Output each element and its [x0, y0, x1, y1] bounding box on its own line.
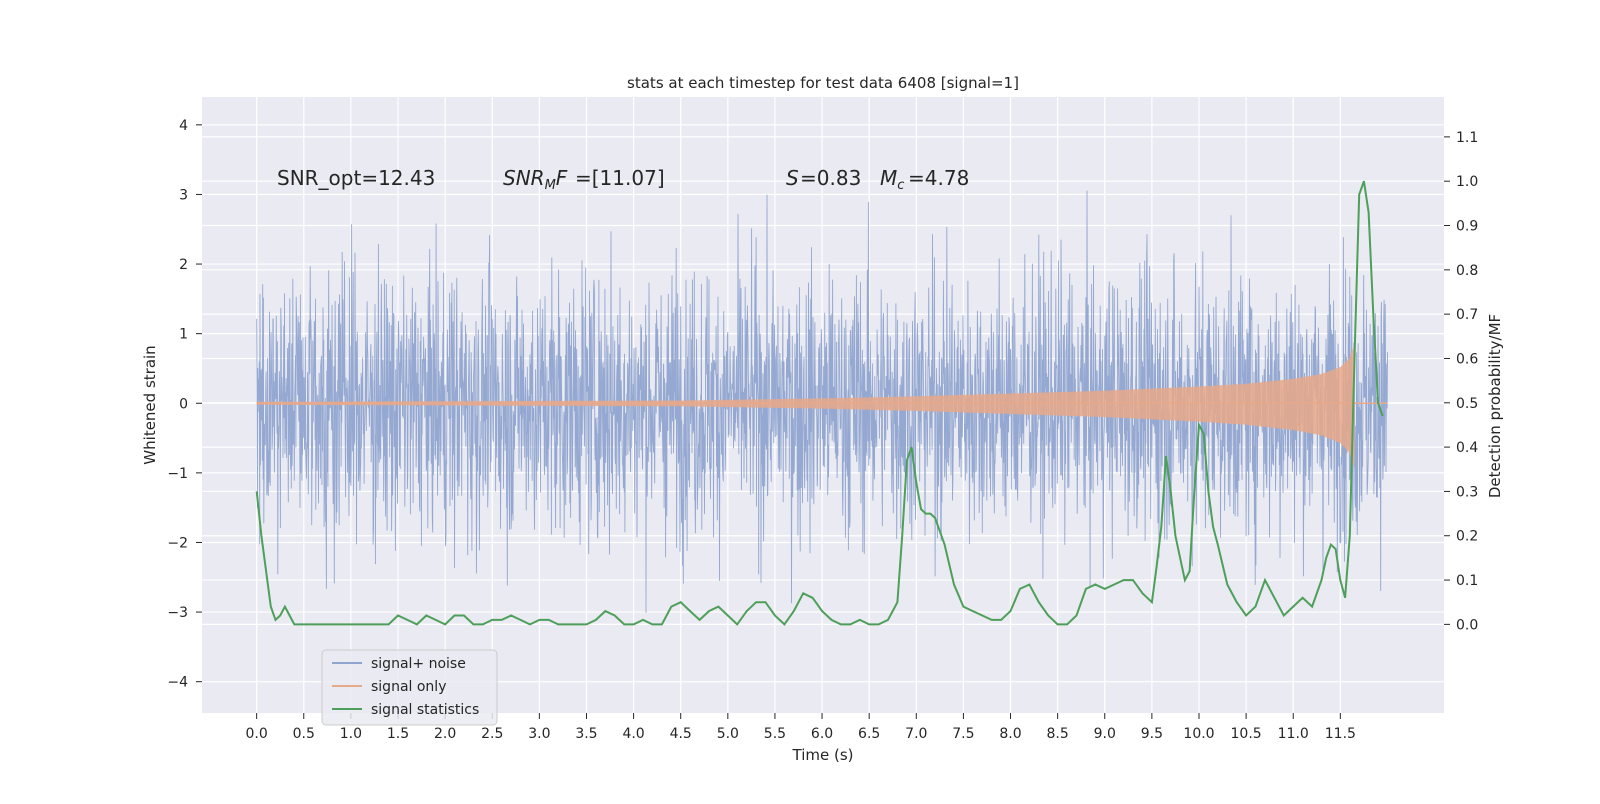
signal-envelope [256, 344, 1355, 469]
x-tick-label: 8.5 [1047, 726, 1069, 742]
legend-label-noise: signal+ noise [371, 656, 466, 672]
right-axis-label: Detection probability/MF [1486, 314, 1504, 498]
left-axis-ticks: −4 −3 −2 −1 0 1 2 3 4 [167, 118, 202, 691]
annotation-snr-mf-symbol: SNRMF [503, 166, 568, 193]
legend-box [321, 649, 498, 726]
annotation-snr-mf: =[11.07] [575, 166, 665, 190]
y-right-tick-label: 0.6 [1456, 351, 1478, 367]
annotation-snr-opt: SNR_opt=12.43 [277, 166, 435, 190]
y-right-tick-label: 0.0 [1456, 617, 1478, 633]
annotation-mc: =4.78 [908, 166, 969, 190]
annotation-s: =0.83 [800, 166, 861, 190]
y-left-tick-label: −1 [167, 466, 188, 482]
x-tick-label: 4.5 [670, 726, 692, 742]
x-tick-label: 5.5 [764, 726, 786, 742]
legend: signal+ noise signal only signal statist… [321, 649, 498, 726]
x-tick-label: 8.0 [999, 726, 1021, 742]
x-tick-label: 0.5 [293, 726, 315, 742]
y-left-tick-label: −3 [167, 605, 188, 621]
x-tick-label: 1.0 [340, 726, 362, 742]
y-left-tick-label: 4 [179, 118, 188, 134]
x-tick-label: 9.5 [1141, 726, 1163, 742]
y-left-tick-label: 1 [179, 327, 188, 343]
y-right-tick-label: 0.1 [1456, 573, 1478, 589]
x-tick-label: 5.0 [717, 726, 739, 742]
x-tick-label: 10.0 [1183, 726, 1214, 742]
x-tick-label: 6.5 [858, 726, 880, 742]
signal-only-series [256, 344, 1388, 469]
x-tick-label: 4.0 [622, 726, 644, 742]
x-tick-label: 10.5 [1231, 726, 1262, 742]
annotation-s-symbol: S [786, 166, 799, 190]
x-tick-label: 9.0 [1094, 726, 1116, 742]
x-tick-label: 7.5 [952, 726, 974, 742]
y-right-tick-label: 0.9 [1456, 219, 1478, 235]
y-right-tick-label: 0.4 [1456, 440, 1478, 456]
x-axis-label: Time (s) [792, 746, 854, 764]
legend-label-stats: signal statistics [371, 702, 479, 718]
right-axis-ticks: 0.0 0.1 0.2 0.3 0.4 0.5 0.6 0.7 0.8 0.9 1.0 1.1 [1444, 130, 1478, 633]
y-right-tick-label: 1.0 [1456, 174, 1478, 190]
signal-statistics-series [255, 180, 1384, 626]
x-tick-label: 11.5 [1325, 726, 1356, 742]
y-right-tick-label: 0.2 [1456, 529, 1478, 545]
y-right-tick-label: 0.3 [1456, 484, 1478, 500]
x-tick-label: 2.5 [481, 726, 503, 742]
y-left-tick-label: 0 [179, 396, 188, 412]
x-tick-label: 3.5 [575, 726, 597, 742]
left-axis-label: Whitened strain [141, 345, 159, 464]
legend-label-signal: signal only [371, 679, 446, 695]
x-tick-label: 7.0 [905, 726, 927, 742]
y-right-tick-label: 1.1 [1456, 130, 1478, 146]
y-right-tick-label: 0.8 [1456, 263, 1478, 279]
chart-title: stats at each timestep for test data 640… [627, 74, 1019, 92]
y-right-tick-label: 0.7 [1456, 307, 1478, 323]
y-right-tick-label: 0.5 [1456, 396, 1478, 412]
x-tick-label: 0.0 [246, 726, 268, 742]
x-tick-label: 11.0 [1278, 726, 1309, 742]
x-axis-ticks: 0.0 0.5 1.0 1.5 2.0 2.5 3.0 3.5 4.0 4.5 5.0 5.5 6.0 6… [246, 713, 1356, 742]
x-tick-label: 1.5 [387, 726, 409, 742]
x-tick-label: 2.0 [434, 726, 456, 742]
x-tick-label: 3.0 [528, 726, 550, 742]
y-left-tick-label: 2 [179, 257, 188, 273]
statistics-line [255, 180, 1384, 626]
y-left-tick-label: 3 [179, 187, 188, 203]
y-left-tick-label: −2 [167, 535, 188, 551]
y-left-tick-label: −4 [167, 675, 188, 691]
x-tick-label: 6.0 [811, 726, 833, 742]
